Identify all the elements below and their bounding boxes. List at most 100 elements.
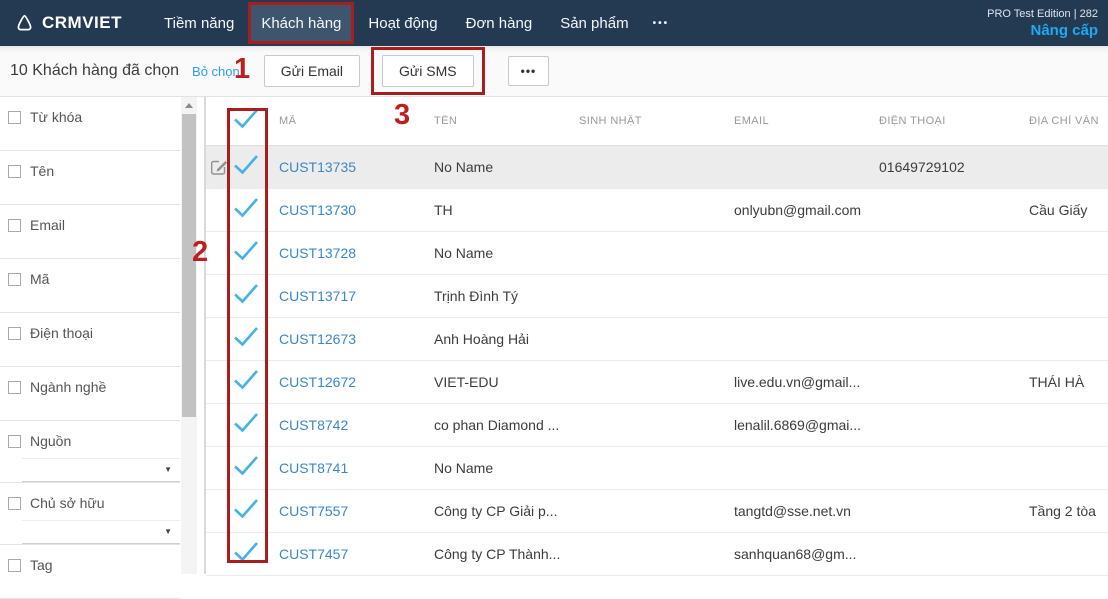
col-header-phone[interactable]: ĐIỆN THOẠI <box>879 115 946 127</box>
customer-code-cell: CUST12672 <box>279 374 434 390</box>
nav-menu-item[interactable]: Sản phẩm <box>546 0 642 46</box>
filter-label: Mã <box>30 271 50 287</box>
row-selected-checkmark-icon[interactable] <box>233 455 259 481</box>
filter-checkbox[interactable] <box>8 218 21 232</box>
customer-code-link[interactable]: CUST13730 <box>279 202 357 218</box>
filter-label: Tag <box>30 557 53 573</box>
table-row[interactable]: CUST13717 Trịnh Đình Tý <box>206 275 1108 318</box>
filter-checkbox[interactable] <box>8 272 21 286</box>
col-header-email[interactable]: EMAIL <box>734 115 770 127</box>
scrollbar-thumb[interactable] <box>182 114 196 417</box>
customer-code-link[interactable]: CUST13717 <box>279 288 357 304</box>
customer-code-link[interactable]: CUST7457 <box>279 546 349 562</box>
select-all-checkmark-icon[interactable] <box>233 108 259 134</box>
table-row[interactable]: CUST8741 No Name <box>206 447 1108 490</box>
customer-code-cell: CUST8741 <box>279 460 434 476</box>
customer-code-link[interactable]: CUST8742 <box>279 417 349 433</box>
chevron-down-icon: ▼ <box>164 465 172 474</box>
filter-checkbox[interactable] <box>8 434 21 448</box>
row-check-cell <box>206 361 279 403</box>
customer-name-cell: co phan Diamond ... <box>434 417 560 433</box>
app-logo-text: CRMVIET <box>42 13 122 32</box>
col-header-birthday[interactable]: SINH NHẬT <box>579 115 642 127</box>
row-check-cell <box>206 275 279 317</box>
customer-code-link[interactable]: CUST12673 <box>279 331 357 347</box>
filter-checkbox[interactable] <box>8 110 21 124</box>
table-row[interactable]: CUST13730 TH onlyubn@gmail.com Cầu Giấy <box>206 189 1108 232</box>
row-selected-checkmark-icon[interactable] <box>233 283 259 309</box>
col-header-name[interactable]: TÊN <box>434 115 458 127</box>
nav-menu-item[interactable]: Khách hàng <box>248 2 355 44</box>
filter-label: Từ khóa <box>30 109 83 125</box>
filter-sidebar: Từ khóa ▼ Tên ▼ <box>0 97 206 599</box>
customer-name-cell: Trịnh Đình Tý <box>434 288 519 304</box>
nav-menu-item[interactable]: Hoạt động <box>354 0 451 46</box>
table-row[interactable]: CUST13728 No Name <box>206 232 1108 275</box>
table-row[interactable]: CUST12672 VIET-EDU live.edu.vn@gmail... … <box>206 361 1108 404</box>
customer-code-link[interactable]: CUST13735 <box>279 159 357 175</box>
row-selected-checkmark-icon[interactable] <box>233 154 259 180</box>
customer-code-link[interactable]: CUST12672 <box>279 374 357 390</box>
send-email-button[interactable]: Gửi Email <box>263 55 361 87</box>
filter-item: Chủ sở hữu ▼ <box>0 483 180 545</box>
table-row[interactable]: CUST7457 Công ty CP Thành... sanhquan68@… <box>206 533 1108 576</box>
customer-address-cell: Tầng 2 tòa <box>1029 503 1096 519</box>
app-logo[interactable]: CRMVIET <box>0 0 136 46</box>
table-header-row: MÃ TÊN SINH NHẬT EMAIL ĐIỆN THOẠI ĐỊA CH… <box>206 97 1108 146</box>
filter-checkbox[interactable] <box>8 380 21 394</box>
row-selected-checkmark-icon[interactable] <box>233 498 259 524</box>
col-header-code[interactable]: MÃ <box>279 115 297 127</box>
filter-label: Nguồn <box>30 433 72 449</box>
nav-menu-item[interactable]: Tiềm năng <box>150 0 248 46</box>
crmviet-pick-icon <box>14 13 35 34</box>
customer-address-cell: Cầu Giấy <box>1029 202 1088 218</box>
customer-code-link[interactable]: CUST13728 <box>279 245 357 261</box>
filter-item: Tên ▼ <box>0 151 180 205</box>
customer-code-cell: CUST13735 <box>279 159 434 175</box>
col-header-address[interactable]: ĐỊA CHỈ VĂN <box>1029 115 1099 127</box>
table-row[interactable]: CUST7557 Công ty CP Giải p... tangtd@sse… <box>206 490 1108 533</box>
filter-item: Email ▼ <box>0 205 180 259</box>
nav-menu-item[interactable]: ••• <box>643 0 680 46</box>
nav-menu-item[interactable]: Đơn hàng <box>452 0 547 46</box>
more-actions-button[interactable]: ••• <box>507 56 550 86</box>
table-row[interactable]: CUST12673 Anh Hoàng Hải <box>206 318 1108 361</box>
table-row[interactable]: CUST8742 co phan Diamond ... lenalil.686… <box>206 404 1108 447</box>
customer-code-link[interactable]: CUST8741 <box>279 460 349 476</box>
filter-dropdown[interactable]: ▼ <box>22 458 180 482</box>
filter-checkbox[interactable] <box>8 326 21 340</box>
nav-menu-item-label: Khách hàng <box>261 14 342 32</box>
row-selected-checkmark-icon[interactable] <box>233 326 259 352</box>
row-selected-checkmark-icon[interactable] <box>233 369 259 395</box>
row-selected-checkmark-icon[interactable] <box>233 541 259 567</box>
customer-code-link[interactable]: CUST7557 <box>279 503 349 519</box>
selection-toolbar: 10 Khách hàng đã chọn Bỏ chọn Gửi Email … <box>0 46 1108 97</box>
deselect-link[interactable]: Bỏ chọn <box>192 63 240 79</box>
customer-name-cell: Anh Hoàng Hải <box>434 331 529 347</box>
customer-name-cell: No Name <box>434 159 494 175</box>
filter-checkbox[interactable] <box>8 558 21 572</box>
row-selected-checkmark-icon[interactable] <box>233 197 259 223</box>
row-selected-checkmark-icon[interactable] <box>233 240 259 266</box>
scrollbar-up-button[interactable] <box>181 97 197 113</box>
edition-badge: PRO Test Edition | 282 <box>987 7 1098 20</box>
customer-name-cell: No Name <box>434 245 494 261</box>
filter-checkbox[interactable] <box>8 496 21 510</box>
customer-code-cell: CUST12673 <box>279 331 434 347</box>
filter-checkbox[interactable] <box>8 164 21 178</box>
customer-email-cell: live.edu.vn@gmail... <box>734 374 861 390</box>
filter-item: Tag ▼ <box>0 545 180 599</box>
customer-email-cell: tangtd@sse.net.vn <box>734 503 851 519</box>
table-row[interactable]: CUST13735 No Name 01649729102 <box>206 146 1108 189</box>
row-check-cell <box>206 533 279 575</box>
customer-phone-cell: 01649729102 <box>879 159 965 175</box>
upgrade-link[interactable]: Nâng cấp <box>1030 21 1098 39</box>
row-selected-checkmark-icon[interactable] <box>233 412 259 438</box>
arrow-up-icon <box>185 102 193 108</box>
row-check-cell <box>206 232 279 274</box>
send-sms-button[interactable]: Gửi SMS <box>382 55 474 87</box>
customer-name-cell: No Name <box>434 460 494 476</box>
sidebar-scrollbar[interactable] <box>181 97 197 574</box>
edit-pencil-icon[interactable] <box>210 159 229 176</box>
filter-dropdown[interactable]: ▼ <box>22 520 180 544</box>
